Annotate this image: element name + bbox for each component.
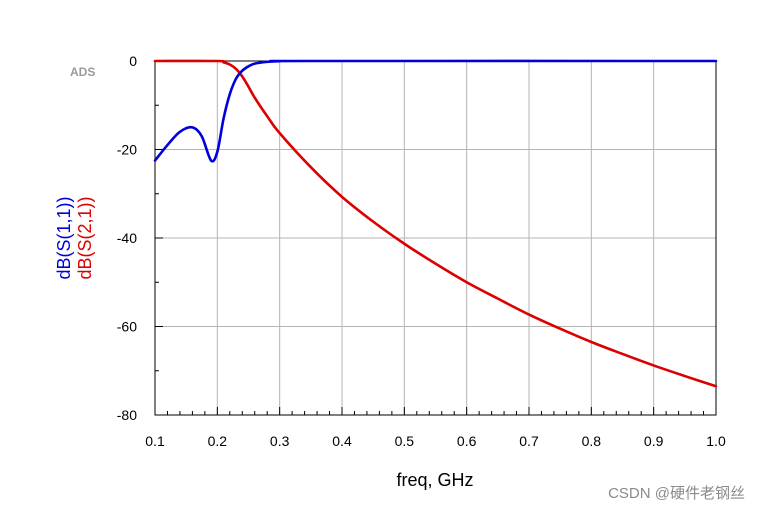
y-axis-labels: dB(S(1,1)) dB(S(2,1)) xyxy=(54,196,95,279)
y-tick-label: -60 xyxy=(117,319,137,335)
x-tick-label: 0.6 xyxy=(457,433,477,449)
x-tick-label: 0.8 xyxy=(582,433,602,449)
series-line-s11 xyxy=(153,59,718,163)
series-line-s21 xyxy=(153,59,718,388)
minor-ticks xyxy=(155,104,705,415)
series-label-s21: dB(S(2,1)) xyxy=(75,196,95,279)
y-tick-label: -40 xyxy=(117,230,137,246)
y-tick-label: 0 xyxy=(129,53,137,69)
x-tick-label: 1.0 xyxy=(706,433,726,449)
ads-logo: ADS xyxy=(70,65,95,79)
y-tick-labels: 0 -20 -40 -60 -80 xyxy=(117,53,137,423)
x-tick-label: 0.9 xyxy=(644,433,664,449)
watermark: CSDN @硬件老钢丝 xyxy=(608,485,745,502)
series-lines xyxy=(153,59,718,388)
x-tick-label: 0.2 xyxy=(208,433,228,449)
grid-lines xyxy=(155,61,716,415)
x-tick-label: 0.1 xyxy=(145,433,165,449)
x-tick-label: 0.3 xyxy=(270,433,290,449)
x-tick-label: 0.7 xyxy=(519,433,539,449)
x-tick-labels: 0.1 0.2 0.3 0.4 0.5 0.6 0.7 0.8 0.9 1.0 xyxy=(145,433,726,449)
x-axis-label: freq, GHz xyxy=(396,470,473,490)
y-tick-label: -80 xyxy=(117,407,137,423)
y-tick-label: -20 xyxy=(117,142,137,158)
series-label-s11: dB(S(1,1)) xyxy=(54,196,74,279)
x-tick-label: 0.4 xyxy=(332,433,352,449)
x-tick-label: 0.5 xyxy=(395,433,415,449)
